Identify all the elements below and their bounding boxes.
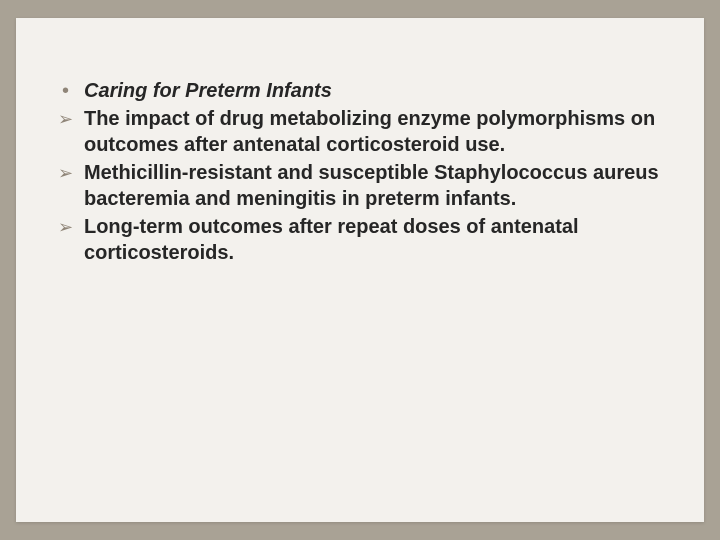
arrow-icon: ➢ xyxy=(58,106,84,132)
arrow-icon: ➢ xyxy=(58,160,84,186)
list-item: ➢ Methicillin-resistant and susceptible … xyxy=(58,160,662,212)
slide-content: • Caring for Preterm Infants ➢ The impac… xyxy=(58,78,662,266)
bullet-dot-icon: • xyxy=(58,78,84,104)
arrow-icon: ➢ xyxy=(58,214,84,240)
item-text: The impact of drug metabolizing enzyme p… xyxy=(84,106,662,158)
list-item: ➢ Long-term outcomes after repeat doses … xyxy=(58,214,662,266)
item-text: Long-term outcomes after repeat doses of… xyxy=(84,214,662,266)
title-text: Caring for Preterm Infants xyxy=(84,78,662,104)
title-row: • Caring for Preterm Infants xyxy=(58,78,662,104)
slide: • Caring for Preterm Infants ➢ The impac… xyxy=(16,18,704,522)
list-item: ➢ The impact of drug metabolizing enzyme… xyxy=(58,106,662,158)
item-text: Methicillin-resistant and susceptible St… xyxy=(84,160,662,212)
